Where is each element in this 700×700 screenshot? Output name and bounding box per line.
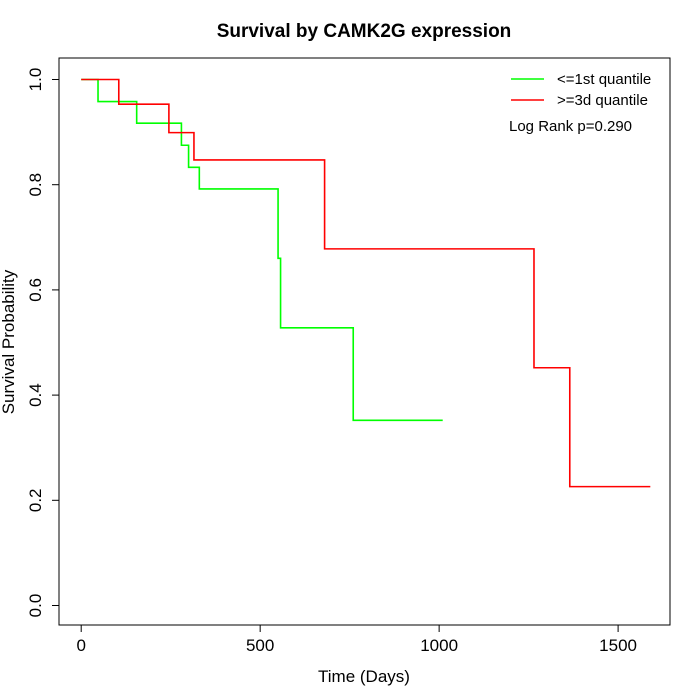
legend-label: >=3d quantile bbox=[557, 92, 648, 109]
y-tick-label: 0.0 bbox=[26, 594, 45, 618]
y-tick-label: 0.2 bbox=[26, 488, 45, 512]
x-tick-label: 500 bbox=[246, 636, 274, 655]
chart-title: Survival by CAMK2G expression bbox=[217, 21, 512, 42]
legend-label: <=1st quantile bbox=[557, 71, 651, 88]
x-tick-label: 0 bbox=[76, 636, 85, 655]
series-layer bbox=[81, 78, 651, 488]
y-tick-label: 0.8 bbox=[26, 173, 45, 197]
y-axis: 0.0 0.2 0.4 0.6 0.8 1.0 bbox=[26, 68, 60, 618]
y-tick-label: 0.4 bbox=[26, 383, 45, 407]
y-tick-label: 0.6 bbox=[26, 278, 45, 302]
log-rank-annotation: Log Rank p=0.290 bbox=[509, 118, 632, 135]
series-line bbox=[81, 78, 651, 488]
x-tick-label: 1000 bbox=[420, 636, 458, 655]
series-line bbox=[81, 78, 443, 422]
y-axis-title: Survival Probability bbox=[0, 269, 18, 414]
legend: <=1st quantile >=3d quantile bbox=[511, 71, 651, 109]
y-tick-label: 1.0 bbox=[26, 68, 45, 92]
x-axis: 0 500 1000 1500 bbox=[76, 624, 637, 655]
plot-frame bbox=[58, 57, 671, 626]
x-tick-label: 1500 bbox=[599, 636, 637, 655]
x-axis-title: Time (Days) bbox=[318, 667, 410, 686]
